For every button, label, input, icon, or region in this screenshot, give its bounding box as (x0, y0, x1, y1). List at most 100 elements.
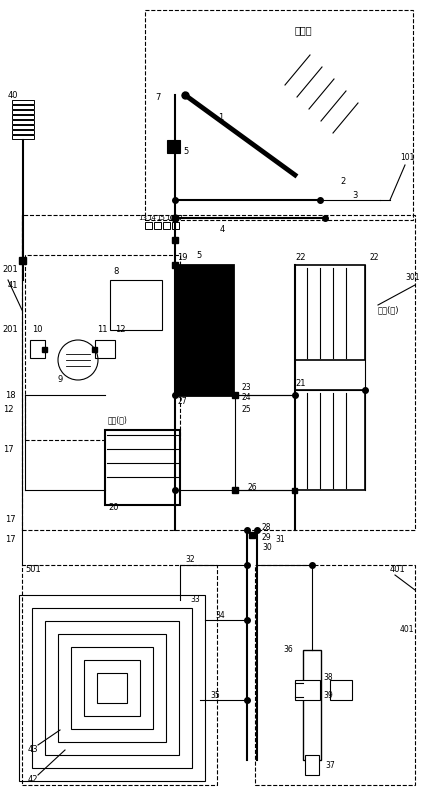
Text: 17: 17 (5, 516, 16, 525)
Text: 26: 26 (248, 483, 258, 493)
Bar (12, 100, 34, 104)
Bar (330, 680, 352, 700)
Text: 21: 21 (295, 379, 306, 388)
Bar (175, 265, 233, 395)
Text: 101: 101 (400, 154, 414, 162)
Bar (295, 390, 365, 490)
Text: 501: 501 (25, 565, 41, 575)
Text: 14: 14 (147, 215, 156, 221)
Text: 201: 201 (2, 266, 18, 275)
Bar (58, 634, 166, 742)
Bar (19, 595, 205, 781)
Text: 23: 23 (242, 384, 252, 392)
Text: 10: 10 (32, 326, 42, 334)
Bar (32, 608, 192, 768)
Text: 19: 19 (177, 252, 187, 262)
Bar (145, 222, 152, 229)
Text: 32: 32 (185, 556, 195, 564)
Bar (172, 262, 178, 268)
Text: 9: 9 (58, 376, 63, 384)
Bar (84, 660, 140, 716)
Bar (163, 222, 170, 229)
Text: 22: 22 (295, 253, 306, 263)
Text: 15: 15 (156, 215, 165, 221)
Bar (95, 340, 115, 358)
Text: 17: 17 (5, 536, 16, 544)
Bar (167, 140, 180, 153)
Text: 401: 401 (390, 565, 406, 575)
Text: 27: 27 (178, 397, 187, 407)
Bar (22, 565, 217, 785)
Text: 17: 17 (174, 215, 183, 221)
Bar (97, 673, 127, 703)
Bar (30, 340, 45, 358)
Bar (22, 215, 415, 530)
Text: 25: 25 (242, 405, 252, 415)
Bar (42, 346, 48, 352)
Text: 20: 20 (108, 504, 119, 513)
Bar (93, 346, 97, 352)
Text: 太阳能: 太阳能 (295, 25, 313, 35)
Text: 35: 35 (210, 690, 220, 700)
Text: 制冷(暖): 制冷(暖) (378, 306, 399, 314)
Text: 31: 31 (275, 536, 285, 544)
Text: 5: 5 (183, 147, 188, 157)
Bar (295, 265, 365, 360)
Text: 12: 12 (3, 405, 14, 415)
Bar (105, 430, 180, 505)
Bar (12, 135, 34, 139)
Text: 12: 12 (115, 326, 125, 334)
Text: 11: 11 (97, 326, 108, 334)
Bar (12, 115, 34, 119)
Text: 4: 4 (220, 225, 225, 235)
Bar (12, 120, 34, 124)
Text: 28: 28 (262, 522, 272, 532)
Text: 13: 13 (138, 215, 147, 221)
Text: 17: 17 (3, 446, 14, 455)
Bar (110, 280, 162, 330)
Bar (303, 650, 321, 760)
Text: 30: 30 (262, 544, 272, 552)
Bar (249, 532, 255, 538)
Text: 1: 1 (218, 114, 223, 123)
Text: 39: 39 (323, 690, 333, 700)
Text: 3: 3 (352, 190, 357, 200)
Bar (305, 755, 319, 775)
Bar (45, 621, 179, 755)
Text: 7: 7 (155, 93, 160, 103)
Text: 2: 2 (340, 178, 345, 186)
Bar (12, 105, 34, 109)
Bar (25, 255, 180, 440)
Bar (12, 110, 34, 114)
Text: 16: 16 (165, 215, 174, 221)
Text: 42: 42 (28, 775, 39, 785)
Text: 43: 43 (28, 746, 39, 755)
Text: 36: 36 (283, 646, 293, 654)
Bar (145, 10, 413, 220)
Text: 201: 201 (2, 326, 18, 334)
Text: 33: 33 (190, 595, 200, 604)
Bar (154, 222, 161, 229)
Bar (12, 125, 34, 129)
Text: 24: 24 (242, 393, 252, 403)
Text: 40: 40 (8, 91, 19, 100)
Text: 38: 38 (323, 673, 333, 682)
Bar (232, 392, 238, 398)
Bar (20, 256, 26, 263)
Bar (255, 565, 415, 785)
Text: 22: 22 (370, 253, 380, 263)
Text: 34: 34 (215, 611, 225, 619)
Text: 8: 8 (113, 267, 119, 276)
Bar (232, 487, 238, 493)
Bar (292, 487, 298, 493)
Bar (12, 130, 34, 134)
Text: 29: 29 (262, 533, 272, 541)
Text: 蓄热(冷): 蓄热(冷) (108, 416, 128, 424)
Text: 401: 401 (400, 626, 414, 634)
Text: 18: 18 (5, 391, 16, 400)
Text: 5: 5 (196, 251, 201, 259)
Bar (295, 680, 320, 700)
Text: 37: 37 (325, 760, 335, 770)
Bar (71, 647, 153, 729)
Bar (172, 237, 178, 243)
